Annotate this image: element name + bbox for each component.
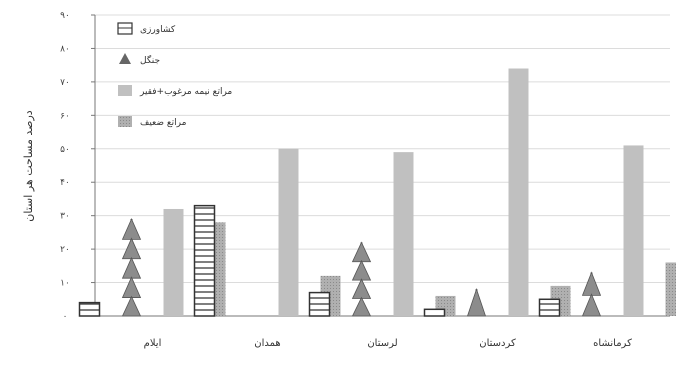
y-tick-labels: ۰ ۱۰ ۲۰ ۳۰ ۴۰ ۵۰ ۶۰ ۷۰ ۸۰ ۹۰ [60,11,95,322]
y-tick-label: ۰ [63,312,68,322]
bar [308,291,331,317]
y-tick-label: ۴۰ [60,178,70,188]
tree-tier [466,287,487,317]
bar-rect [393,152,414,316]
y-tick-label: ۵۰ [60,145,70,155]
y-tick-label: ۷۰ [60,78,70,88]
category-label: ایلام [144,338,162,349]
bar-rect [623,145,644,316]
bar-rect [163,208,184,316]
category-label: کرمانشاه [593,338,632,349]
legend-label: مراتع نیمه مرغوب+فقیر [139,87,232,97]
bar [623,145,644,316]
y-axis-label: درصد مساحت هر استان [22,110,35,221]
tree-tier [121,295,142,317]
tree-tier [581,271,602,296]
bar-outline [423,308,446,317]
legend-item: مراتع نیمه مرغوب+فقیر [118,85,232,97]
legend: کشاورزی جنگل مراتع نیمه مرغوب+فقیر مراتع ضع… [117,22,232,128]
axes [94,15,670,317]
bar-rect [665,262,676,316]
tree-tier [121,276,142,298]
tree-tier [351,259,372,281]
bar [466,287,487,317]
bars [78,68,676,317]
tree-tier [351,241,372,263]
bar [538,298,561,317]
category-labels: ایلام همدان لرستان کردستان کرمانشاه [144,338,632,349]
y-tick-label: ۱۰ [60,279,70,289]
bar-outline [193,204,216,317]
bar [581,271,602,317]
bar [508,68,529,316]
legend-label: کشاورزی [140,25,176,35]
y-tick-label: ۶۰ [60,111,70,121]
bar [665,262,676,316]
bar-outline [78,301,101,317]
legend-swatch [118,116,132,127]
legend-label: مراتع ضعیف [140,118,187,128]
legend-item: کشاورزی [117,22,176,35]
grid-lines [95,14,670,284]
tree-tier [121,256,142,279]
category-label: همدان [254,338,280,349]
legend-swatch [118,85,132,96]
bar [78,301,101,317]
y-tick-label: ۳۰ [60,212,70,222]
category-label: لرستان [367,338,397,349]
bar [193,204,216,317]
legend-item: مراتع ضعیف [118,116,187,128]
bar-outline [538,298,561,317]
y-tick-label: ۹۰ [60,11,70,21]
bar [351,241,372,317]
y-tick-label: ۸۰ [60,44,70,54]
bar [423,308,446,317]
bar [278,148,299,316]
legend-item: جنگل [119,53,160,66]
bar-rect [508,68,529,316]
tree-tier [121,218,142,240]
category-label: کردستان [479,338,516,349]
bar [163,208,184,316]
legend-label: جنگل [140,54,160,66]
legend-swatch [119,53,131,64]
bar-rect [278,148,299,316]
bar [393,152,414,316]
bar [121,218,142,317]
y-tick-label: ۲۰ [60,245,70,255]
tree-tier [351,296,372,317]
tree-tier [581,293,602,317]
tree-tier [121,237,142,260]
